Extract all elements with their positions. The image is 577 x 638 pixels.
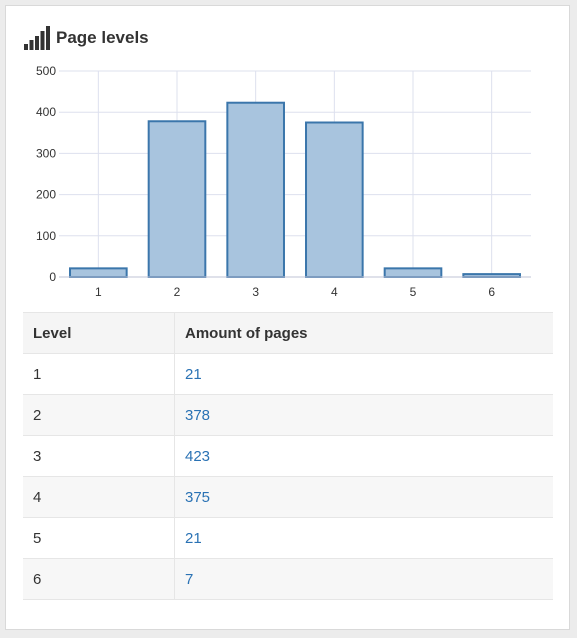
column-header-amount: Amount of pages	[174, 312, 553, 354]
amount-cell: 21	[174, 517, 553, 559]
table-row: 3 423	[23, 435, 553, 477]
x-tick-label: 4	[331, 285, 338, 299]
amount-link[interactable]: 21	[185, 365, 202, 383]
panel-header: Page levels	[24, 26, 149, 50]
amount-cell: 21	[174, 353, 553, 395]
x-tick-label: 6	[488, 285, 495, 299]
page-levels-chart: 0 100 200 300 400 500 1 2 3 4 5 6	[6, 56, 571, 316]
x-tick-label: 1	[95, 285, 102, 299]
signal-bars-icon	[24, 26, 50, 50]
x-tick-label: 2	[174, 285, 181, 299]
page-levels-table: Level Amount of pages 1 21 2 378 3 423 4…	[23, 312, 553, 600]
amount-cell: 375	[174, 476, 553, 518]
amount-cell: 7	[174, 558, 553, 600]
panel-title: Page levels	[56, 28, 149, 47]
level-cell: 5	[23, 517, 175, 559]
y-tick-label: 200	[36, 188, 56, 202]
amount-link[interactable]: 375	[185, 488, 211, 506]
y-tick-label: 100	[36, 229, 56, 243]
table-header-row: Level Amount of pages	[23, 312, 553, 354]
x-tick-label: 3	[252, 285, 259, 299]
amount-link[interactable]: 7	[185, 570, 194, 588]
y-tick-label: 500	[36, 64, 56, 78]
table-row: 1 21	[23, 353, 553, 395]
level-cell: 3	[23, 435, 175, 477]
y-tick-label: 400	[36, 105, 56, 119]
table-row: 2 378	[23, 394, 553, 436]
column-header-level: Level	[23, 312, 175, 354]
table-row: 4 375	[23, 476, 553, 518]
y-tick-label: 0	[49, 270, 56, 284]
amount-link[interactable]: 378	[185, 406, 211, 424]
page-levels-panel: Page levels 0 100 200 300 400 500 1 2 3 4 5 6 Level…	[5, 5, 570, 630]
level-cell: 1	[23, 353, 175, 395]
level-cell: 2	[23, 394, 175, 436]
table-row: 6 7	[23, 558, 553, 600]
level-cell: 6	[23, 558, 175, 600]
table-row: 5 21	[23, 517, 553, 559]
bar	[226, 101, 285, 278]
level-cell: 4	[23, 476, 175, 518]
x-tick-label: 5	[410, 285, 417, 299]
amount-cell: 378	[174, 394, 553, 436]
amount-link[interactable]: 21	[185, 529, 202, 547]
bar	[69, 267, 128, 279]
bar	[147, 120, 207, 278]
bar-chart-svg: 0 100 200 300 400 500 1 2 3 4 5 6	[36, 64, 531, 299]
amount-link[interactable]: 423	[185, 447, 211, 465]
amount-cell: 423	[174, 435, 553, 477]
bar	[383, 267, 443, 279]
bar	[305, 121, 364, 278]
y-tick-label: 300	[36, 146, 56, 160]
